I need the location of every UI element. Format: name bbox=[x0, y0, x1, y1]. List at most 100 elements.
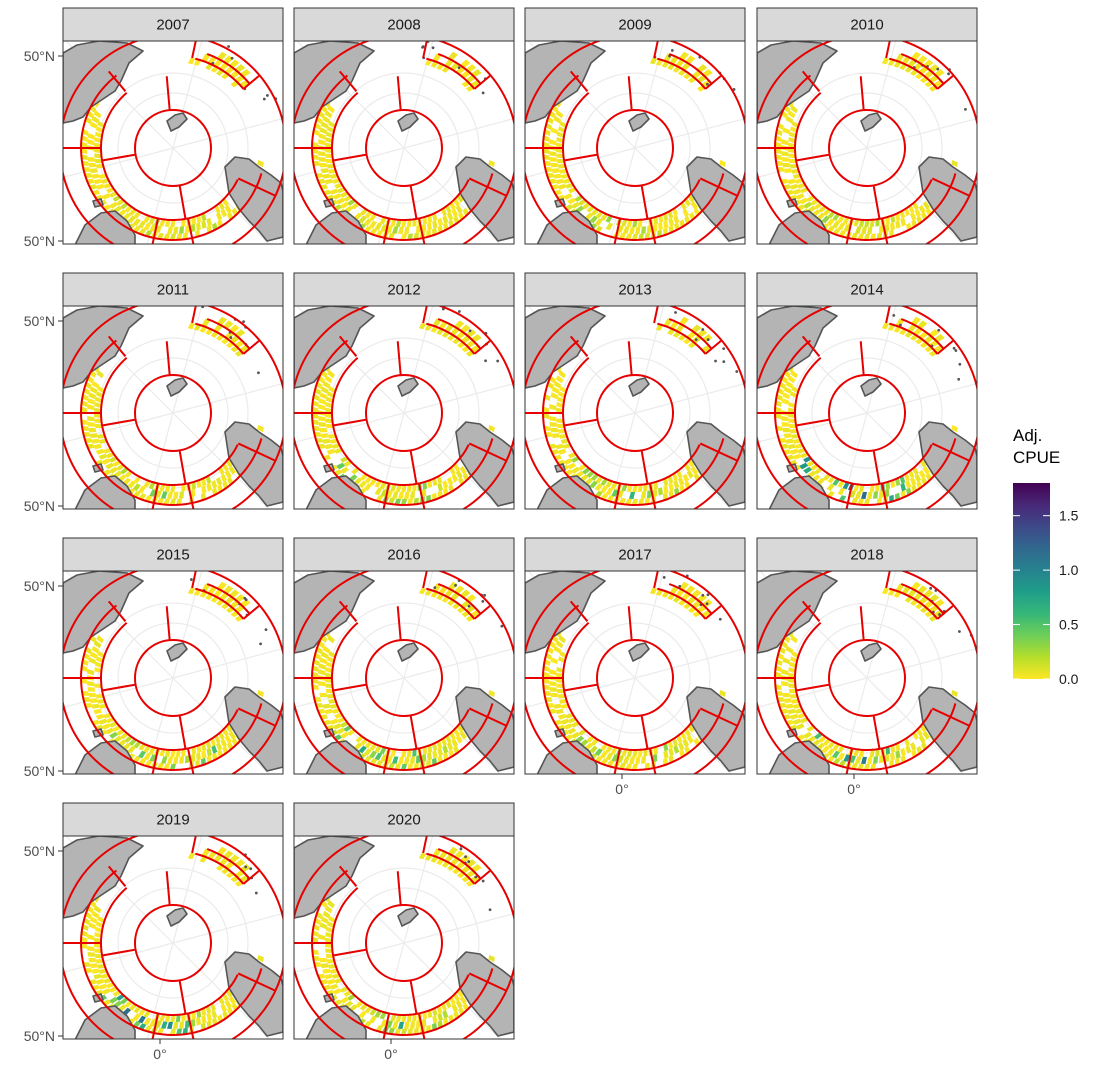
cpue-cell bbox=[789, 131, 797, 138]
island bbox=[227, 45, 230, 48]
graticule-circle bbox=[348, 92, 460, 204]
legend-title-line1: Adj. bbox=[1013, 426, 1042, 445]
boundary-line bbox=[627, 341, 633, 376]
cpue-cell bbox=[437, 217, 443, 227]
boundary-line bbox=[382, 1013, 391, 1039]
island bbox=[662, 576, 666, 579]
boundary-line bbox=[422, 41, 428, 59]
cpue-cell bbox=[432, 1015, 438, 1024]
cpue-cell bbox=[369, 213, 377, 221]
cpue-cell bbox=[155, 1020, 162, 1028]
cpue-cell bbox=[663, 750, 669, 759]
cpue-cell bbox=[875, 483, 880, 492]
cpue-cell bbox=[95, 926, 103, 933]
cpue-cell bbox=[211, 480, 218, 489]
cpue-cell bbox=[631, 233, 638, 240]
cpue-cell bbox=[668, 482, 674, 492]
cpue-cell bbox=[413, 1027, 419, 1035]
cpue-cell bbox=[775, 400, 782, 407]
cpue-cell bbox=[803, 201, 813, 209]
cpue-cell bbox=[794, 178, 804, 184]
boundary-line bbox=[653, 571, 659, 589]
cpue-cell bbox=[781, 139, 789, 146]
cpue-cell bbox=[164, 1014, 171, 1022]
facet-panel-2015: 2015 50°N 50°N bbox=[24, 537, 284, 779]
antarctic-peninsula-land bbox=[860, 112, 882, 132]
boundary-line bbox=[885, 41, 891, 59]
cpue-cell bbox=[775, 135, 782, 142]
graticule-circle bbox=[348, 887, 460, 999]
cpue-cell bbox=[641, 491, 646, 499]
boundary-line bbox=[191, 306, 197, 324]
cpue-cell bbox=[331, 708, 341, 714]
cpue-cell bbox=[379, 1011, 387, 1020]
cpue-cell bbox=[369, 1015, 377, 1024]
cpue-cell bbox=[427, 1009, 433, 1019]
cpue-cell bbox=[600, 478, 608, 486]
cpue-cell bbox=[312, 678, 319, 684]
boundary-line bbox=[178, 980, 187, 1015]
cpue-cell bbox=[82, 658, 89, 666]
boundary-line bbox=[165, 341, 171, 376]
cpue-cell bbox=[873, 491, 878, 499]
cpue-cell bbox=[206, 482, 212, 492]
cpue-cell bbox=[785, 115, 794, 124]
boundary-line bbox=[382, 483, 391, 509]
cpue-cell bbox=[390, 1014, 397, 1022]
cpue-cell bbox=[369, 478, 377, 486]
cpue-cell bbox=[544, 128, 551, 136]
inner-boundary-circle bbox=[596, 109, 674, 187]
cpue-cell bbox=[821, 215, 830, 224]
island bbox=[952, 346, 956, 350]
cpue-cell bbox=[550, 162, 559, 168]
graticule-meridian bbox=[403, 912, 514, 944]
cpue-cell bbox=[635, 756, 641, 764]
island bbox=[262, 97, 266, 101]
boundary-line bbox=[178, 185, 187, 220]
cpue-cell bbox=[843, 754, 851, 762]
island bbox=[670, 49, 674, 52]
facet-strip-label: 2017 bbox=[618, 547, 651, 564]
island bbox=[735, 370, 739, 373]
cpue-cell bbox=[775, 406, 782, 413]
island bbox=[718, 617, 722, 621]
cpue-cell bbox=[910, 211, 917, 221]
cpue-cell bbox=[386, 755, 393, 763]
facet-panel-2018: 2018 0° bbox=[756, 537, 978, 797]
cpue-cell bbox=[863, 763, 870, 770]
cpue-cell bbox=[331, 973, 341, 979]
cpue-cell bbox=[550, 657, 558, 665]
boundary-line bbox=[186, 483, 195, 509]
cpue-cell bbox=[228, 465, 236, 475]
boundary-line bbox=[473, 75, 491, 90]
cpue-cell bbox=[328, 434, 337, 439]
cpue-cell bbox=[332, 193, 342, 200]
cpue-cell bbox=[432, 53, 442, 63]
cpue-cell bbox=[551, 386, 560, 394]
cpue-cell bbox=[879, 225, 884, 234]
cpue-cell bbox=[549, 404, 557, 411]
cpue-cell bbox=[668, 217, 674, 227]
boundary-line bbox=[101, 948, 136, 957]
cpue-cell bbox=[782, 127, 790, 135]
cpue-cell bbox=[543, 160, 551, 166]
cpue-cell bbox=[91, 173, 100, 179]
cpue-cell bbox=[143, 480, 151, 488]
cpue-cell bbox=[653, 746, 659, 755]
cpue-cell bbox=[673, 480, 680, 489]
facet-strip-label: 2013 bbox=[618, 282, 651, 299]
cpue-cell bbox=[201, 485, 207, 494]
cpue-cell bbox=[401, 220, 407, 227]
island bbox=[957, 377, 961, 381]
cpue-cell bbox=[325, 932, 333, 938]
cpue-cell bbox=[155, 490, 162, 498]
facet-panel-2012: 2012 bbox=[293, 272, 515, 510]
cpue-cell bbox=[395, 484, 402, 492]
cpue-cell bbox=[571, 731, 581, 739]
boundary-arc bbox=[900, 53, 945, 85]
cpue-cell bbox=[870, 233, 876, 240]
boundary-arc bbox=[437, 583, 482, 615]
cpue-cell bbox=[94, 142, 102, 148]
cpue-cell bbox=[589, 215, 598, 224]
